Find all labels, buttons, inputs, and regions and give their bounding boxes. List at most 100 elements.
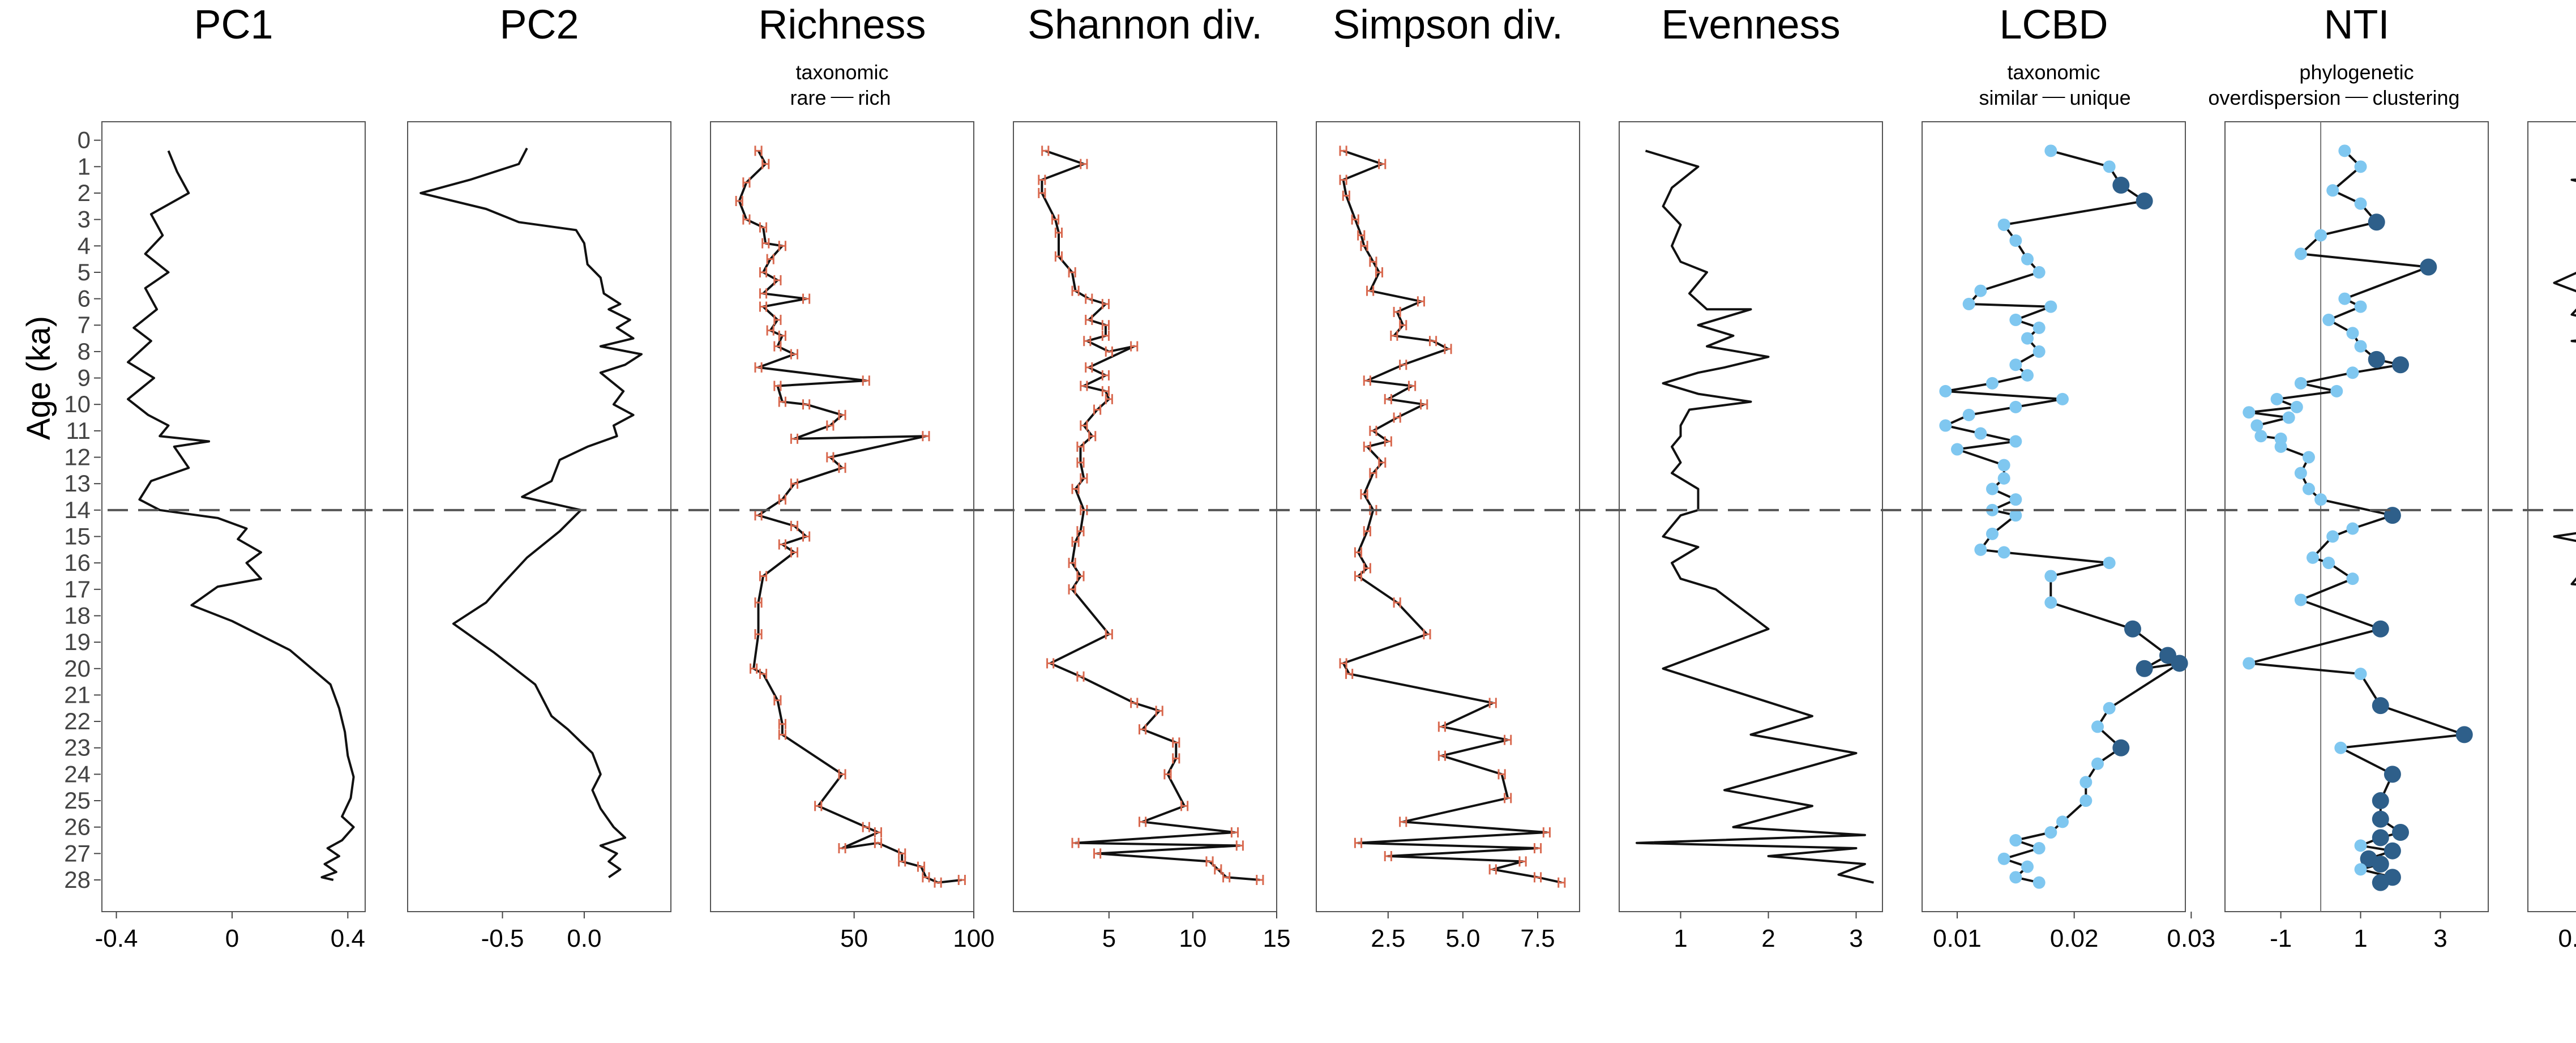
x-tick-nti-2: 3 xyxy=(2433,925,2447,952)
errorbar-shannon-div-32 xyxy=(1068,558,1076,568)
errorbar-shannon-div-11 xyxy=(1085,314,1093,325)
x-tick-pc2-1: 0.0 xyxy=(567,925,601,952)
y-tick-11: 11 xyxy=(66,417,91,444)
errorbar-simpson-div-16 xyxy=(1399,360,1407,370)
errorbar-simpson-div-39 xyxy=(1504,734,1512,745)
data-point-nti-15 xyxy=(2346,366,2359,379)
errorbar-shannon-div-39 xyxy=(1155,706,1163,716)
x-tick-pc1-2: 0.4 xyxy=(331,925,365,952)
y-tick-7: 7 xyxy=(78,311,91,338)
panel-frame-pc2 xyxy=(407,121,671,912)
errorbar-simpson-div-46 xyxy=(1533,843,1542,854)
panel-subtitle-right-lcbd: unique xyxy=(2070,86,2131,109)
errorbar-shannon-div-9 xyxy=(1085,293,1093,304)
y-tick-1: 1 xyxy=(78,153,91,179)
errorbar-richness-24 xyxy=(838,409,846,420)
errorbar-richness-14 xyxy=(773,314,782,325)
data-point-lcbd-7 xyxy=(2032,266,2046,279)
y-tick-24: 24 xyxy=(64,760,91,787)
panel-subtitle-left-nti: overdispersion xyxy=(2208,86,2340,109)
data-point-lcbd-43 xyxy=(2091,720,2104,733)
errorbar-simpson-div-23 xyxy=(1384,436,1392,447)
errorbar-richness-19 xyxy=(754,362,763,373)
data-point-lcbd-22 xyxy=(1939,419,1952,432)
series-line-simpson-div xyxy=(1342,149,1562,884)
data-point-lcbd-29 xyxy=(2009,493,2022,506)
errorbar-richness-27 xyxy=(922,431,930,442)
x-tick-nti-0: -1 xyxy=(2270,925,2292,952)
panel-title-lcbd: LCBD xyxy=(1999,2,2108,48)
data-point-lcbd-4 xyxy=(1997,218,2010,231)
data-point-nti-51 xyxy=(2372,856,2389,873)
errorbar-shannon-div-6 xyxy=(1054,251,1063,262)
errorbar-richness-47 xyxy=(862,822,870,832)
data-point-lcbd-24 xyxy=(2009,435,2022,448)
errorbar-richness-18 xyxy=(790,349,799,360)
data-point-lcbd-2 xyxy=(2112,176,2130,194)
data-point-lcbd-53 xyxy=(2021,860,2034,873)
panel-shannon-div: Shannon div. 5 10 15 xyxy=(1013,2,1290,952)
data-point-nti-8 xyxy=(2338,292,2351,305)
data-point-nti-23 xyxy=(2254,430,2267,443)
data-point-nti-10 xyxy=(2322,313,2335,326)
errorbar-shannon-div-7 xyxy=(1068,267,1076,277)
errorbar-simpson-div-7 xyxy=(1369,257,1377,267)
errorbar-simpson-div-2 xyxy=(1339,174,1347,185)
errorbar-simpson-div-37 xyxy=(1488,698,1497,708)
x-tick-richness-0: 50 xyxy=(840,925,868,952)
errorbar-richness-55 xyxy=(934,877,942,888)
panel-plcbd: pLCBDphylogeneticsimilarunique0.0160.024 xyxy=(2527,121,2576,952)
errorbar-richness-2 xyxy=(742,177,751,188)
data-point-lcbd-46 xyxy=(2079,776,2093,789)
x-tick-lcbd-1: 0.02 xyxy=(2050,925,2099,952)
errorbar-richness-46 xyxy=(814,801,823,811)
errorbar-shannon-div-15 xyxy=(1105,346,1113,357)
errorbar-richness-29 xyxy=(838,463,846,473)
data-point-nti-20 xyxy=(2243,406,2256,419)
panel-title-shannon-div: Shannon div. xyxy=(1028,2,1263,48)
y-tick-16: 16 xyxy=(64,549,91,576)
errorbar-shannon-div-5 xyxy=(1054,227,1063,238)
errorbar-simpson-div-14 xyxy=(1428,336,1437,347)
x-tick-pc1-1: 0 xyxy=(225,925,239,952)
data-point-lcbd-25 xyxy=(1951,443,1963,456)
data-point-nti-27 xyxy=(2294,467,2307,480)
series-line-pc2 xyxy=(420,147,643,878)
errorbar-richness-9 xyxy=(759,267,768,277)
data-point-lcbd-36 xyxy=(2044,570,2057,583)
data-point-nti-44 xyxy=(2372,792,2389,810)
data-point-lcbd-48 xyxy=(2056,815,2069,828)
data-point-lcbd-38 xyxy=(2124,620,2141,638)
data-point-lcbd-5 xyxy=(2009,234,2022,247)
data-point-lcbd-12 xyxy=(2032,321,2046,334)
errorbar-shannon-div-27 xyxy=(1080,473,1088,484)
errorbar-shannon-div-12 xyxy=(1101,320,1110,331)
errorbar-shannon-div-18 xyxy=(1101,370,1110,381)
y-tick-3: 3 xyxy=(78,206,91,233)
x-tick-richness-1: 100 xyxy=(953,925,994,952)
y-tick-20: 20 xyxy=(64,655,91,682)
series-line-plcbd xyxy=(2553,178,2576,586)
x-tick-evenness-2: 3 xyxy=(1849,925,1863,952)
errorbar-shannon-div-36 xyxy=(1046,658,1055,669)
errorbar-simpson-div-51 xyxy=(1557,877,1566,888)
y-tick-13: 13 xyxy=(64,470,91,497)
errorbar-richness-31 xyxy=(778,494,786,505)
y-tick-12: 12 xyxy=(64,444,91,471)
data-point-lcbd-44 xyxy=(2112,739,2130,756)
data-point-nti-42 xyxy=(2334,741,2347,754)
errorbar-simpson-div-30 xyxy=(1354,547,1363,558)
errorbar-shannon-div-0 xyxy=(1041,146,1050,156)
data-point-lcbd-52 xyxy=(1997,852,2010,865)
errorbar-shannon-div-2 xyxy=(1038,174,1046,185)
errorbar-simpson-div-43 xyxy=(1399,817,1407,827)
data-point-nti-1 xyxy=(2354,160,2367,173)
data-point-nti-22 xyxy=(2250,419,2263,432)
errorbar-simpson-div-11 xyxy=(1393,306,1401,317)
data-point-nti-26 xyxy=(2302,451,2315,464)
y-tick-8: 8 xyxy=(78,338,91,365)
panel-title-evenness: Evenness xyxy=(1661,2,1840,48)
data-point-nti-54 xyxy=(2372,874,2389,891)
errorbar-shannon-div-52 xyxy=(1222,872,1231,883)
